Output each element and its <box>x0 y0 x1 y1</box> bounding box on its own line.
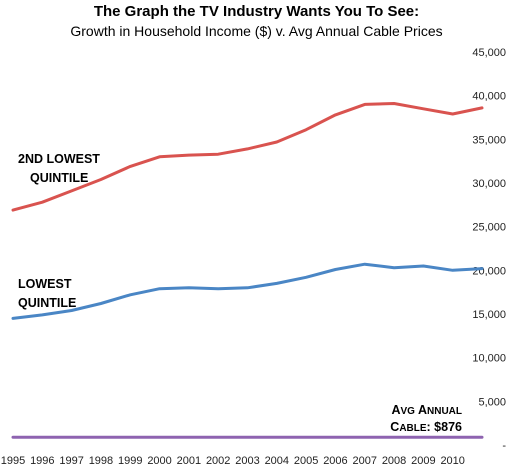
series-label-line: QUINTILE <box>18 296 76 310</box>
x-axis-ticks: 1995 1996 1997 1998 1999 2000 2001 2002 2003 2004… <box>1 455 465 467</box>
series-label-2nd-lowest-quintile: 2ND LOWEST QUINTILE <box>18 152 100 185</box>
y-tick-label: 5,000 <box>478 396 506 408</box>
y-tick-label: 10,000 <box>472 353 506 365</box>
y-tick-label: 35,000 <box>472 134 506 146</box>
y-tick-label: 20,000 <box>472 265 506 277</box>
chart-subtitle: Growth in Household Income ($) v. Avg An… <box>70 23 443 39</box>
x-tick-label: 2006 <box>323 455 347 467</box>
x-tick-label: 2009 <box>411 455 435 467</box>
chart-title: The Graph the TV Industry Wants You To S… <box>93 3 420 20</box>
y-tick-label: 25,000 <box>472 222 506 234</box>
x-tick-label: 2001 <box>177 455 201 467</box>
y-axis-ticks: - 5,000 10,000 15,000 20,000 25,000 30,000 35,0… <box>472 47 506 452</box>
x-tick-label: 2000 <box>147 455 171 467</box>
x-tick-label: 2010 <box>440 455 464 467</box>
series-lines <box>11 102 484 439</box>
x-tick-label: 1999 <box>118 455 142 467</box>
annotation-line-1: AVG ANNUAL <box>391 403 462 417</box>
series-label-line: 2ND LOWEST <box>18 152 100 166</box>
x-tick-label: 2004 <box>265 455 289 467</box>
x-tick-label: 1995 <box>1 455 25 467</box>
annotation-line-2: CABLE: $876 <box>390 420 462 434</box>
series-line-lowest-quintile <box>11 262 484 320</box>
series-label-line: QUINTILE <box>30 171 88 185</box>
x-tick-label: 2002 <box>206 455 230 467</box>
x-tick-label: 1996 <box>30 455 54 467</box>
series-label-line: LOWEST <box>18 277 72 291</box>
x-tick-label: 2003 <box>235 455 259 467</box>
cable-price-annotation: AVG ANNUAL CABLE: $876 <box>390 403 462 434</box>
x-tick-label: 2005 <box>294 455 318 467</box>
x-tick-label: 1997 <box>59 455 83 467</box>
x-tick-label: 2008 <box>382 455 406 467</box>
x-tick-label: 2007 <box>353 455 377 467</box>
series-line-2nd-lowest-quintile <box>11 102 484 212</box>
y-tick-label: 30,000 <box>472 178 506 190</box>
y-tick-label: 40,000 <box>472 91 506 103</box>
y-tick-label: 15,000 <box>472 309 506 321</box>
y-tick-label: 45,000 <box>472 47 506 59</box>
series-label-lowest-quintile: LOWEST QUINTILE <box>18 277 76 310</box>
x-tick-label: 1998 <box>89 455 113 467</box>
y-tick-label: - <box>502 440 506 452</box>
